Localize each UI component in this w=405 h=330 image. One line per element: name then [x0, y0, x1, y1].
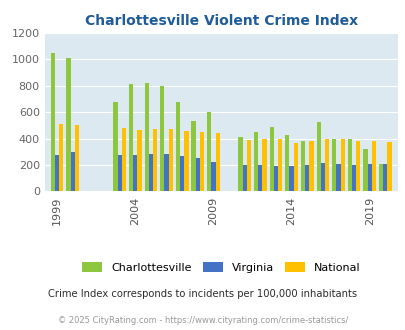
- Bar: [246, 140, 250, 191]
- Bar: [144, 82, 149, 191]
- Bar: [351, 165, 355, 191]
- Bar: [133, 155, 137, 191]
- Bar: [371, 141, 375, 191]
- Text: Crime Index corresponds to incidents per 100,000 inhabitants: Crime Index corresponds to incidents per…: [48, 289, 357, 299]
- Bar: [207, 113, 211, 191]
- Bar: [75, 125, 79, 191]
- Bar: [355, 141, 360, 191]
- Bar: [199, 132, 204, 191]
- Bar: [160, 86, 164, 191]
- Bar: [382, 164, 386, 191]
- Bar: [129, 84, 133, 191]
- Bar: [191, 121, 195, 191]
- Bar: [113, 102, 117, 191]
- Bar: [184, 131, 188, 191]
- Bar: [211, 162, 215, 191]
- Bar: [137, 130, 141, 191]
- Bar: [149, 154, 153, 191]
- Bar: [293, 143, 297, 191]
- Bar: [51, 53, 55, 191]
- Legend: Charlottesville, Virginia, National: Charlottesville, Virginia, National: [77, 258, 364, 278]
- Bar: [262, 139, 266, 191]
- Bar: [300, 141, 305, 191]
- Bar: [305, 165, 309, 191]
- Bar: [122, 128, 126, 191]
- Bar: [55, 155, 59, 191]
- Bar: [117, 155, 121, 191]
- Bar: [277, 139, 281, 191]
- Bar: [347, 139, 351, 191]
- Bar: [386, 142, 391, 191]
- Bar: [180, 156, 184, 191]
- Bar: [289, 166, 293, 191]
- Bar: [367, 164, 371, 191]
- Bar: [59, 124, 63, 191]
- Bar: [70, 152, 75, 191]
- Title: Charlottesville Violent Crime Index: Charlottesville Violent Crime Index: [85, 14, 357, 28]
- Bar: [175, 102, 180, 191]
- Bar: [340, 139, 344, 191]
- Bar: [269, 127, 273, 191]
- Bar: [238, 137, 242, 191]
- Bar: [273, 166, 277, 191]
- Bar: [285, 135, 289, 191]
- Bar: [153, 129, 157, 191]
- Bar: [362, 148, 367, 191]
- Bar: [168, 129, 173, 191]
- Bar: [258, 165, 262, 191]
- Text: © 2025 CityRating.com - https://www.cityrating.com/crime-statistics/: © 2025 CityRating.com - https://www.city…: [58, 315, 347, 325]
- Bar: [309, 141, 313, 191]
- Bar: [195, 158, 199, 191]
- Bar: [336, 164, 340, 191]
- Bar: [331, 139, 336, 191]
- Bar: [378, 164, 382, 191]
- Bar: [324, 139, 328, 191]
- Bar: [215, 133, 219, 191]
- Bar: [316, 122, 320, 191]
- Bar: [164, 154, 168, 191]
- Bar: [66, 58, 70, 191]
- Bar: [320, 163, 324, 191]
- Bar: [242, 165, 246, 191]
- Bar: [254, 132, 258, 191]
